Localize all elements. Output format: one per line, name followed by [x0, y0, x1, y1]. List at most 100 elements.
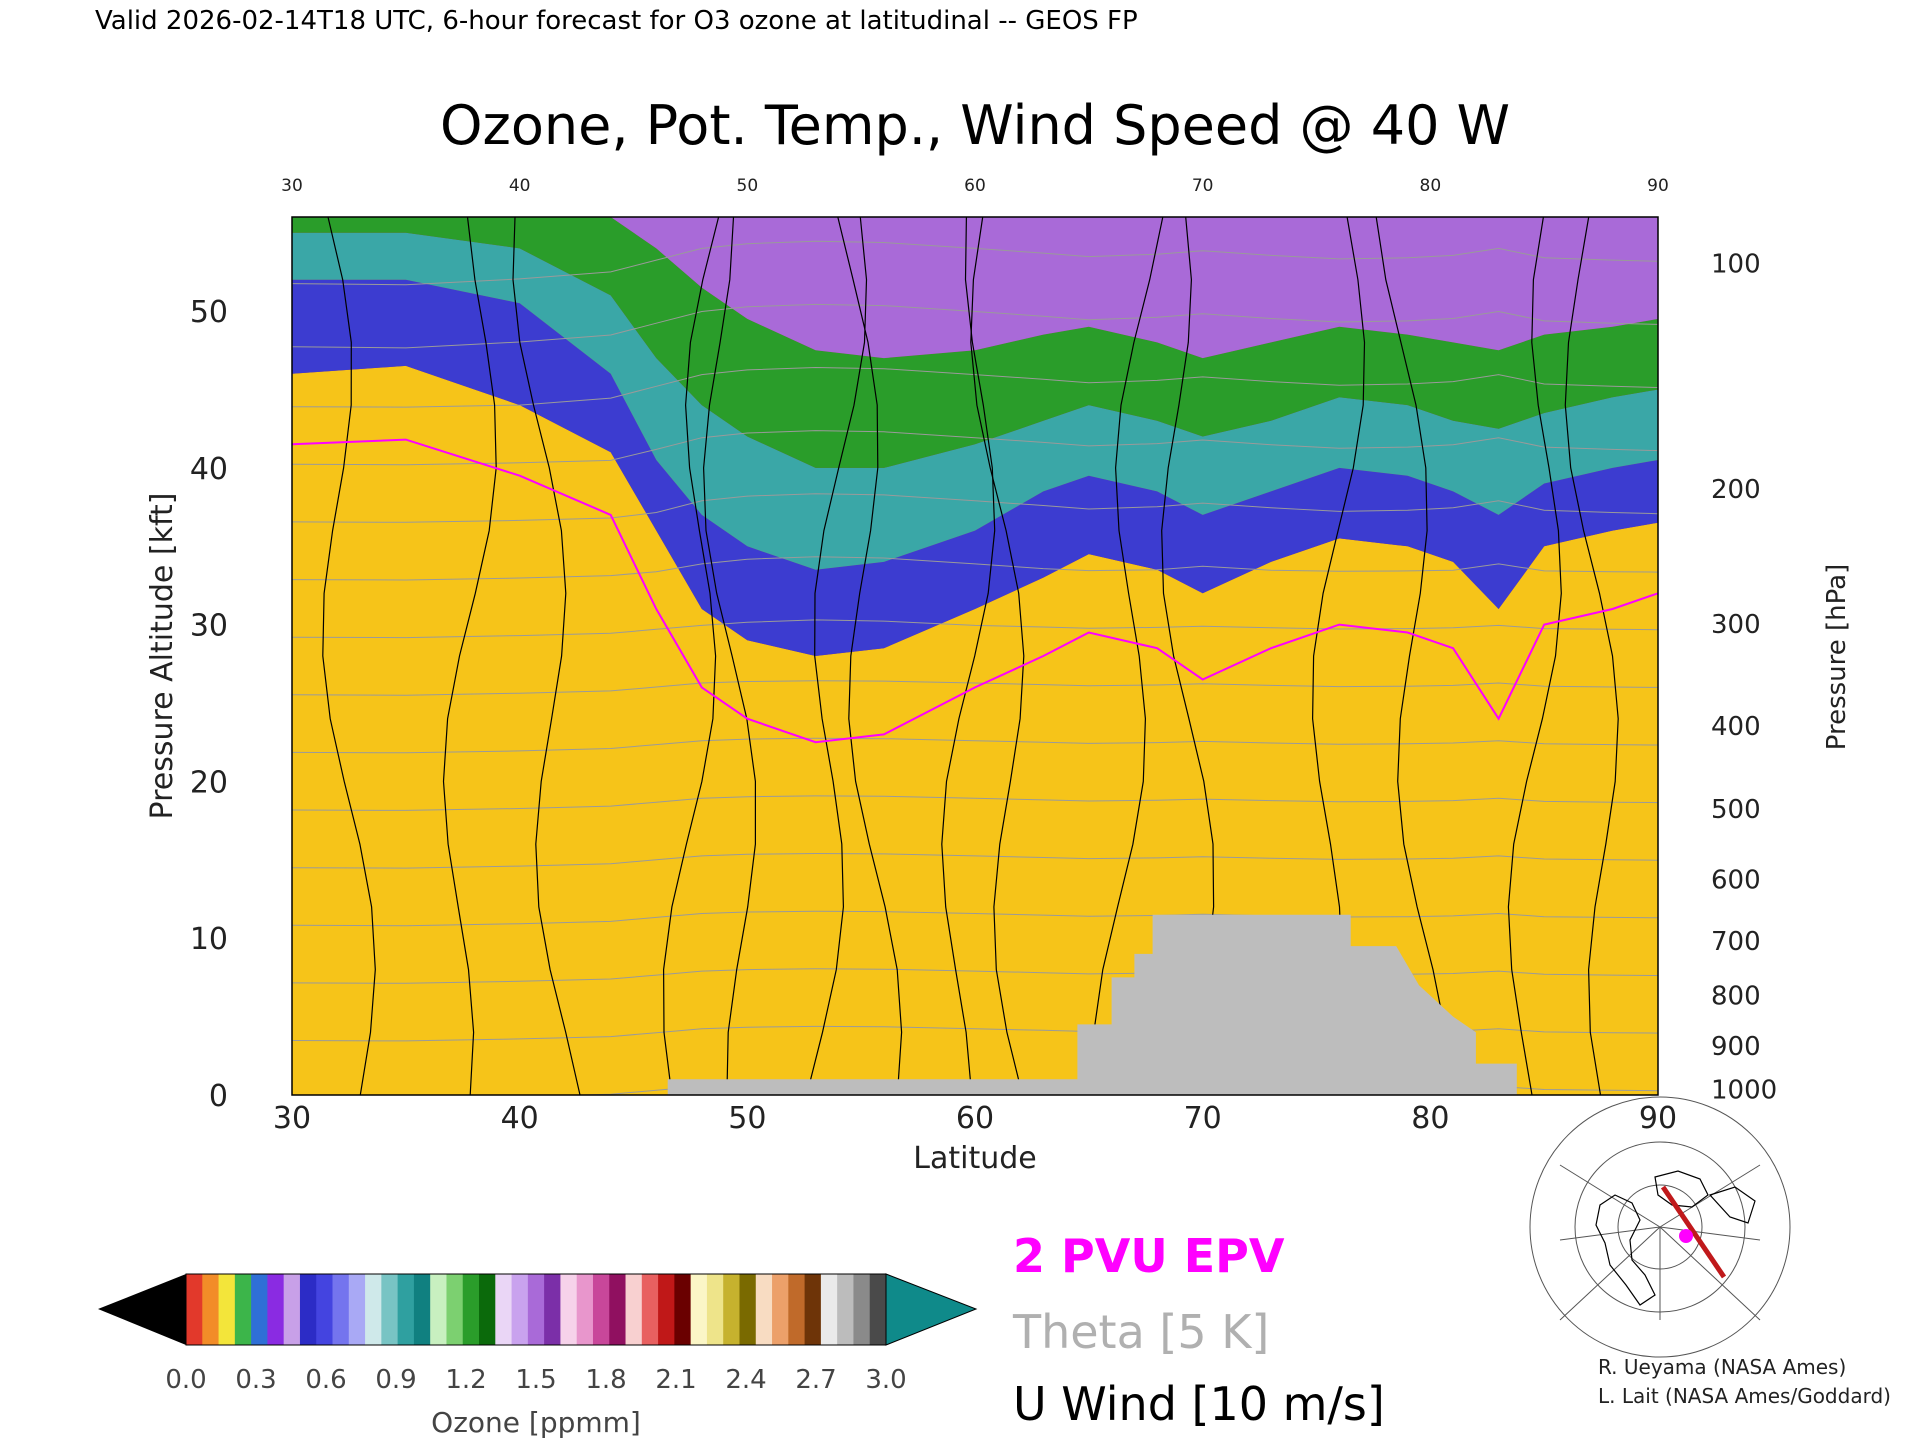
colorbar-swatch [658, 1274, 675, 1345]
y-axis-right: 100 200 300 400 500 600 700 800 900 1000 [1711, 249, 1777, 1105]
colorbar-swatch [641, 1274, 659, 1345]
wind-contour-line [1093, 217, 1164, 1095]
theta-contour-line [292, 303, 1658, 349]
x-tick-label: 50 [728, 1101, 766, 1136]
y-tick-label-left: 20 [190, 765, 228, 800]
colorbar-swatches [186, 1274, 887, 1345]
colorbar-tick-label: 0.0 [165, 1365, 206, 1395]
colorbar-swatch [609, 1274, 627, 1345]
chart-title: Ozone, Pot. Temp., Wind Speed @ 40 W [440, 94, 1510, 157]
colorbar-swatch [592, 1274, 610, 1345]
y-tick-label-right: 700 [1711, 927, 1761, 957]
wind-contour-line [837, 217, 903, 1095]
wind-contour-line [702, 217, 756, 1095]
x-tick-label: 40 [501, 1101, 539, 1136]
y-tick-label-right: 1000 [1711, 1076, 1777, 1106]
y-tick-label-left: 0 [209, 1079, 228, 1114]
colorbar-tick-label: 0.9 [375, 1365, 416, 1395]
theta-contours [292, 240, 1658, 1095]
x-tick-label: 30 [273, 1101, 311, 1136]
theta-contour-line [292, 1025, 1658, 1042]
y-tick-label-right: 900 [1711, 1032, 1761, 1062]
colorbar-swatch [316, 1274, 334, 1345]
y-tick-label-left: 40 [190, 452, 228, 487]
colorbar-swatch [739, 1274, 757, 1345]
colorbar-swatch [772, 1274, 789, 1345]
y-axis-label-right: Pressure [hPa] [1822, 564, 1852, 751]
colorbar-swatch [511, 1274, 529, 1345]
colorbar-swatch [413, 1274, 431, 1345]
colorbar-swatch [576, 1274, 594, 1345]
theta-contour-line [292, 795, 1658, 811]
x-tick-label-top: 80 [1420, 176, 1442, 196]
wind-contour-line [941, 217, 996, 1095]
colorbar-label: Ozone [ppmm] [431, 1406, 641, 1439]
terrain-mask [292, 914, 1658, 1095]
theta-contour-line [292, 852, 1658, 869]
x-tick-label: 70 [1184, 1101, 1222, 1136]
theta-contour-line [292, 430, 1658, 466]
legend-epv: 2 PVU EPV [1013, 1229, 1285, 1283]
colorbar-swatch [446, 1274, 464, 1345]
colorbar-swatch [544, 1274, 562, 1345]
colorbar-swatch [299, 1274, 317, 1345]
y-axis-left: 0 10 20 30 40 50 [190, 295, 228, 1114]
colorbar-swatch [234, 1274, 252, 1345]
wind-contour-line [1507, 217, 1562, 1095]
legend-theta: Theta [5 K] [1012, 1305, 1269, 1359]
colorbar-swatch [527, 1274, 545, 1345]
colorbar-swatch [283, 1274, 301, 1345]
colorbar-swatch [251, 1274, 268, 1345]
colorbar-swatch [202, 1274, 220, 1345]
ozone-band-low [292, 365, 1658, 1095]
x-tick-label-top: 40 [509, 176, 531, 196]
colorbar-swatch [853, 1274, 871, 1345]
wind-contour-line [442, 217, 497, 1095]
colorbar-under-triangle [98, 1274, 186, 1345]
y-tick-label-left: 50 [190, 295, 228, 330]
x-tick-label-top: 90 [1647, 176, 1669, 196]
terrain-shape [292, 914, 1658, 1095]
x-tick-label-top: 60 [964, 176, 986, 196]
wind-contour-line [806, 217, 868, 1095]
colorbar-swatch [820, 1274, 838, 1345]
x-tick-label-top: 30 [281, 176, 303, 196]
colorbar-tick-label: 0.6 [305, 1365, 346, 1395]
credit-line-2: L. Lait (NASA Ames/Goddard) [1598, 1384, 1891, 1408]
y-axis-label-left: Pressure Altitude [kft] [145, 493, 180, 820]
colorbar-swatch [690, 1274, 708, 1345]
y-tick-label-left: 10 [190, 922, 228, 957]
x-tick-label: 80 [1411, 1101, 1449, 1136]
x-tick-label-top: 50 [737, 176, 759, 196]
y-tick-label-right: 500 [1711, 795, 1761, 825]
colorbar-tick-label: 2.4 [725, 1365, 766, 1395]
colorbar-tick-label: 2.1 [655, 1365, 696, 1395]
colorbar-swatch [365, 1274, 382, 1345]
ozone-band-0-9 [292, 217, 1658, 468]
credit-line-1: R. Ueyama (NASA Ames) [1598, 1355, 1846, 1379]
theta-contour-line [292, 366, 1658, 408]
theta-contour-line [292, 240, 1658, 286]
colorbar-swatch [397, 1274, 415, 1345]
colorbar-swatch [755, 1274, 773, 1345]
colorbar: 0.0 0.3 0.6 0.9 1.2 1.5 1.8 2.1 2.4 2.7 3.0 Ozone … [98, 1273, 978, 1439]
legend-wind: U Wind [10 m/s] [1013, 1377, 1385, 1431]
theta-contour-line [292, 737, 1658, 754]
theta-contour-line [292, 556, 1658, 581]
colorbar-over-triangle [885, 1273, 978, 1346]
y-tick-label-right: 200 [1711, 475, 1761, 505]
colorbar-swatch [267, 1274, 285, 1345]
wind-contour-line [1375, 217, 1452, 1095]
ozone-band-1-5 [292, 217, 1658, 359]
valid-time-line: Valid 2026-02-14T18 UTC, 6-hour forecast… [95, 6, 1138, 36]
x-tick-label: 90 [1639, 1101, 1677, 1136]
wind-contour-line [512, 217, 581, 1095]
x-axis-label: Latitude [913, 1141, 1036, 1176]
colorbar-swatch [381, 1274, 399, 1345]
plot-area [292, 217, 1658, 1095]
ozone-band-0-3 [292, 279, 1658, 656]
colorbar-swatch [706, 1274, 724, 1345]
colorbar-swatch [804, 1274, 822, 1345]
x-axis-top: 30 40 50 60 70 80 90 [281, 176, 1669, 196]
